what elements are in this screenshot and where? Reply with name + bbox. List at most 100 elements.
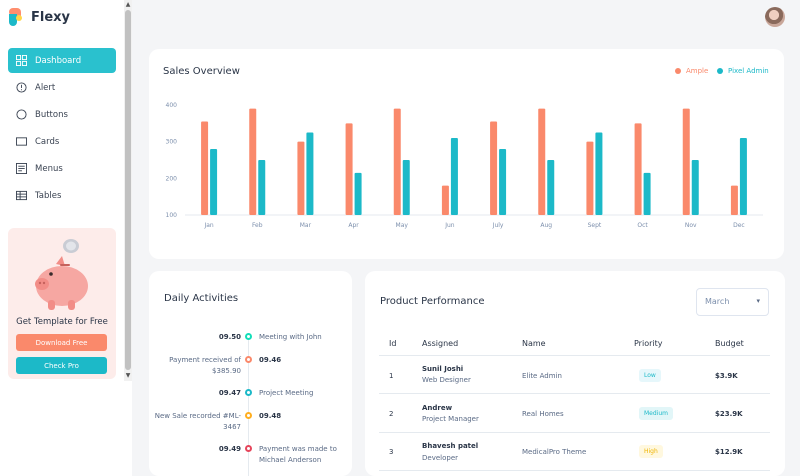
y-tick-label: 200 <box>166 175 178 182</box>
sidebar-item-cards[interactable]: Cards <box>8 129 116 154</box>
column-header-id: Id <box>389 339 397 348</box>
timeline-dot-icon <box>245 333 252 340</box>
scroll-up-icon[interactable]: ▲ <box>125 1 131 8</box>
activity-text: Payment was made to Michael Anderson <box>259 445 337 464</box>
table-divider <box>379 470 770 471</box>
timeline-dot-icon <box>245 356 252 363</box>
sidebar-item-label: Dashboard <box>35 55 82 66</box>
table-divider <box>379 355 770 356</box>
avatar[interactable] <box>765 7 785 27</box>
activity-time: 09.49 <box>218 445 241 453</box>
timeline-line <box>248 337 249 476</box>
check-pro-button[interactable]: Check Pro <box>16 357 107 374</box>
x-tick-label: Mar <box>300 222 312 229</box>
sidebar: Flexy Dashboard Alert Buttons Cards <box>0 0 124 476</box>
scroll-thumb[interactable] <box>125 10 131 370</box>
x-tick-label: Jan <box>203 222 213 229</box>
download-free-button[interactable]: Download Free <box>16 334 107 351</box>
bar-ample <box>345 123 353 215</box>
bar-pixel-admin <box>306 132 314 215</box>
activity-text: 09.46 <box>259 356 282 364</box>
table-cell-name: Elite Admin <box>522 372 562 380</box>
x-tick-label: Jun <box>444 222 455 229</box>
table-cell-budget: $23.9K <box>715 410 743 418</box>
piggy-bank-icon <box>35 239 88 310</box>
brand[interactable]: Flexy <box>9 8 70 26</box>
promo-text: Get Template for Free <box>16 317 108 327</box>
y-tick-label: 300 <box>166 139 178 146</box>
x-tick-label: Aug <box>540 222 552 229</box>
table-divider <box>379 432 770 433</box>
priority-badge: Low <box>639 369 661 382</box>
table-cell-role: Web Designer <box>422 376 471 384</box>
x-tick-label: Oct <box>637 222 648 229</box>
activity-text: Project Meeting <box>259 389 314 397</box>
activity-time: 09.47 <box>218 389 241 397</box>
activity-time: Payment received of $385.90 <box>169 356 241 375</box>
timeline-dot-icon <box>245 412 252 419</box>
column-header-budget: Budget <box>715 339 744 348</box>
activity-text: 09.48 <box>259 412 282 420</box>
table-cell-assigned: Bhavesh patel <box>422 442 479 450</box>
bar-pixel-admin <box>547 160 555 215</box>
bar-pixel-admin <box>691 160 699 215</box>
menu-icon <box>16 163 27 174</box>
flexy-logo-icon <box>9 8 25 26</box>
sidebar-item-dashboard[interactable]: Dashboard <box>8 48 116 73</box>
sidebar-item-label: Cards <box>35 136 60 147</box>
sidebar-item-label: Menus <box>35 163 63 174</box>
table-icon <box>16 190 27 201</box>
legend-dot-icon <box>675 68 681 74</box>
bar-pixel-admin <box>595 132 603 215</box>
legend-pixel-admin-label: Pixel Admin <box>728 67 769 75</box>
table-cell-role: Developer <box>422 454 459 462</box>
sidebar-scrollbar[interactable]: ▲ ▼ <box>124 0 132 381</box>
daily-activities-title: Daily Activities <box>164 293 239 304</box>
sidebar-item-label: Alert <box>35 82 56 93</box>
bar-pixel-admin <box>643 172 651 215</box>
x-tick-label: Nov <box>685 222 697 229</box>
x-tick-label: Sept <box>588 222 602 229</box>
sidebar-item-alert[interactable]: Alert <box>8 75 116 100</box>
brand-name: Flexy <box>31 9 71 25</box>
x-tick-label: July <box>492 222 504 229</box>
sales-overview-card: Sales Overview Ample Pixel Admin 400 300 2… <box>149 49 784 259</box>
x-tick-label: Dec <box>733 222 745 229</box>
sidebar-filler <box>124 381 132 476</box>
bar-pixel-admin <box>499 149 507 215</box>
table-divider <box>379 393 770 394</box>
bar-pixel-admin <box>210 149 218 215</box>
bar-pixel-admin <box>402 160 410 215</box>
activity-time: New Sale recorded #ML-3467 <box>154 412 241 431</box>
bar-ample <box>297 141 305 215</box>
x-tick-label: May <box>396 222 409 229</box>
legend-ample: Ample <box>675 67 708 75</box>
alert-icon <box>16 82 27 93</box>
bar-pixel-admin <box>450 138 458 215</box>
product-performance-title: Product Performance <box>380 296 485 307</box>
bar-ample <box>538 108 546 215</box>
y-tick-label: 100 <box>166 212 178 219</box>
bar-pixel-admin <box>354 172 362 215</box>
dashboard-icon <box>16 55 27 66</box>
bar-ample <box>682 108 690 215</box>
month-select-value: March <box>705 297 730 306</box>
sales-overview-title: Sales Overview <box>163 66 240 77</box>
y-tick-label: 400 <box>166 102 178 109</box>
sidebar-item-menus[interactable]: Menus <box>8 156 116 181</box>
activity-text: Meeting with John <box>259 333 322 341</box>
table-cell-id: 2 <box>389 410 394 418</box>
sidebar-nav: Dashboard Alert Buttons Cards Menus <box>8 48 116 210</box>
table-cell-name: MedicalPro Theme <box>522 448 587 456</box>
month-select[interactable]: March ▾ <box>696 288 769 316</box>
x-tick-label: Apr <box>348 222 359 229</box>
sidebar-item-tables[interactable]: Tables <box>8 183 116 208</box>
sales-chart: 400 300 200 100 Jan Feb Mar Apr May Jun July Aug Sep… <box>166 102 763 229</box>
circle-icon <box>16 109 27 120</box>
scroll-down-icon[interactable]: ▼ <box>125 372 131 379</box>
timeline-dot-icon <box>245 389 252 396</box>
bar-ample <box>586 141 594 215</box>
sidebar-item-buttons[interactable]: Buttons <box>8 102 116 127</box>
sidebar-item-label: Tables <box>35 190 62 201</box>
bar-pixel-admin <box>739 138 747 215</box>
